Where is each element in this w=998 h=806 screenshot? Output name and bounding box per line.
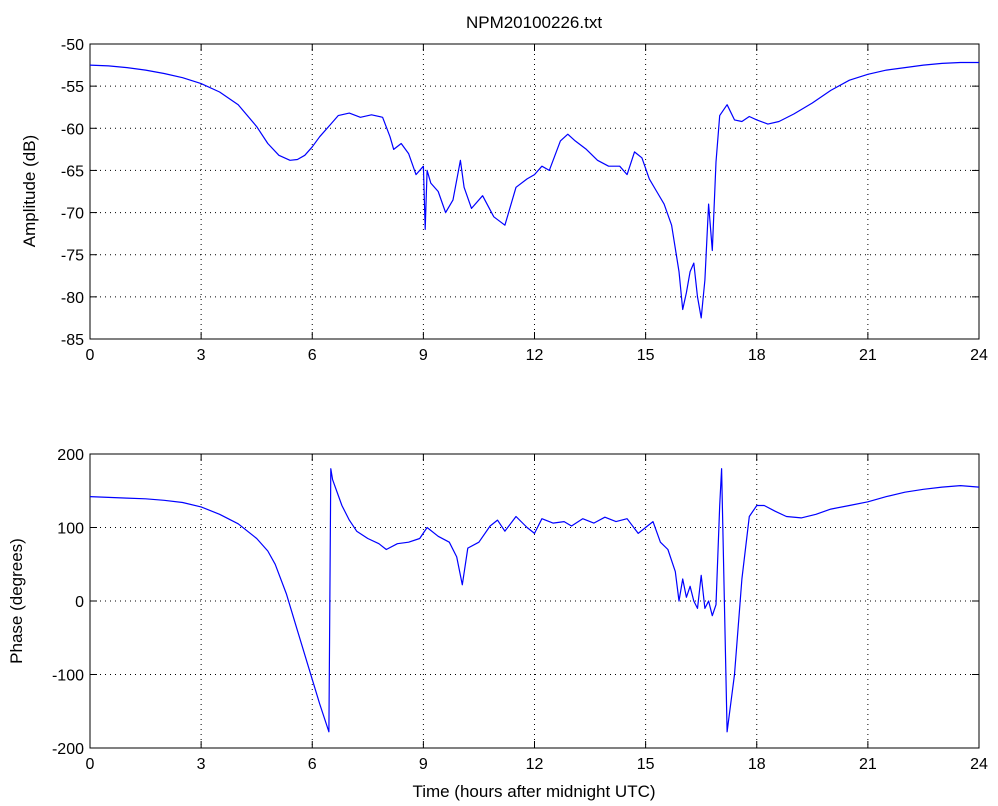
- phase-y-axis-label: Phase (degrees): [7, 538, 26, 664]
- amplitude-y-tick-label: -75: [61, 248, 84, 265]
- phase-y-tick-label: -200: [52, 741, 84, 758]
- amplitude-y-tick-label: -50: [61, 37, 84, 54]
- phase-x-tick-label: 21: [859, 756, 877, 773]
- chart-title: NPM20100226.txt: [466, 13, 602, 32]
- amplitude-ticks: [89, 43, 980, 340]
- amplitude-x-tick-label: 12: [526, 347, 544, 364]
- amplitude-grid: [90, 44, 979, 339]
- amplitude-x-tick-label: 3: [197, 347, 206, 364]
- amplitude-chart: 0 3 6 9 12 15 18 21 24 -85 -80 -75 -70 -65 -60 -55 -50 N…: [20, 13, 988, 364]
- phase-series: [89, 468, 980, 733]
- phase-x-tick-label: 9: [419, 756, 428, 773]
- amplitude-tick-labels: 0 3 6 9 12 15 18 21 24 -85 -80 -75 -70 -65 -60 -55 -50: [61, 37, 988, 364]
- phase-x-tick-label: 15: [637, 756, 655, 773]
- amplitude-x-tick-label: 18: [748, 347, 766, 364]
- phase-y-tick-label: 0: [75, 594, 84, 611]
- phase-x-tick-label: 12: [526, 756, 544, 773]
- phase-series-line: [89, 468, 980, 733]
- amplitude-y-tick-label: -65: [61, 163, 84, 180]
- phase-chart: 0 3 6 9 12 15 18 21 24 -200 -100 0 100 200 Phase (deg…: [7, 447, 988, 801]
- phase-y-tick-label: 100: [57, 521, 84, 538]
- amplitude-x-tick-label: 21: [859, 347, 877, 364]
- amplitude-y-axis-label: Amplitude (dB): [20, 135, 39, 247]
- amplitude-series-line: [89, 61, 979, 319]
- phase-ticks: [89, 453, 980, 749]
- amplitude-y-tick-label: -70: [61, 206, 84, 223]
- amplitude-x-tick-label: 9: [419, 347, 428, 364]
- phase-x-tick-label: 0: [86, 756, 95, 773]
- phase-y-tick-label: 200: [57, 447, 84, 464]
- amplitude-y-tick-label: -80: [61, 290, 84, 307]
- phase-x-tick-label: 6: [308, 756, 317, 773]
- phase-y-tick-label: -100: [52, 668, 84, 685]
- amplitude-x-tick-label: 15: [637, 347, 655, 364]
- amplitude-x-tick-label: 24: [970, 347, 988, 364]
- amplitude-y-tick-label: -60: [61, 121, 84, 138]
- phase-grid: [90, 454, 979, 748]
- amplitude-y-tick-label: -55: [61, 79, 84, 96]
- phase-tick-labels: 0 3 6 9 12 15 18 21 24 -200 -100 0 100 200: [52, 447, 988, 773]
- amplitude-series: [89, 61, 979, 319]
- phase-x-tick-label: 3: [197, 756, 206, 773]
- phase-x-tick-label: 18: [748, 756, 766, 773]
- amplitude-x-tick-label: 6: [308, 347, 317, 364]
- amplitude-x-tick-label: 0: [86, 347, 95, 364]
- x-axis-label: Time (hours after midnight UTC): [412, 782, 655, 801]
- amplitude-y-tick-label: -85: [61, 332, 84, 349]
- phase-x-tick-label: 24: [970, 756, 988, 773]
